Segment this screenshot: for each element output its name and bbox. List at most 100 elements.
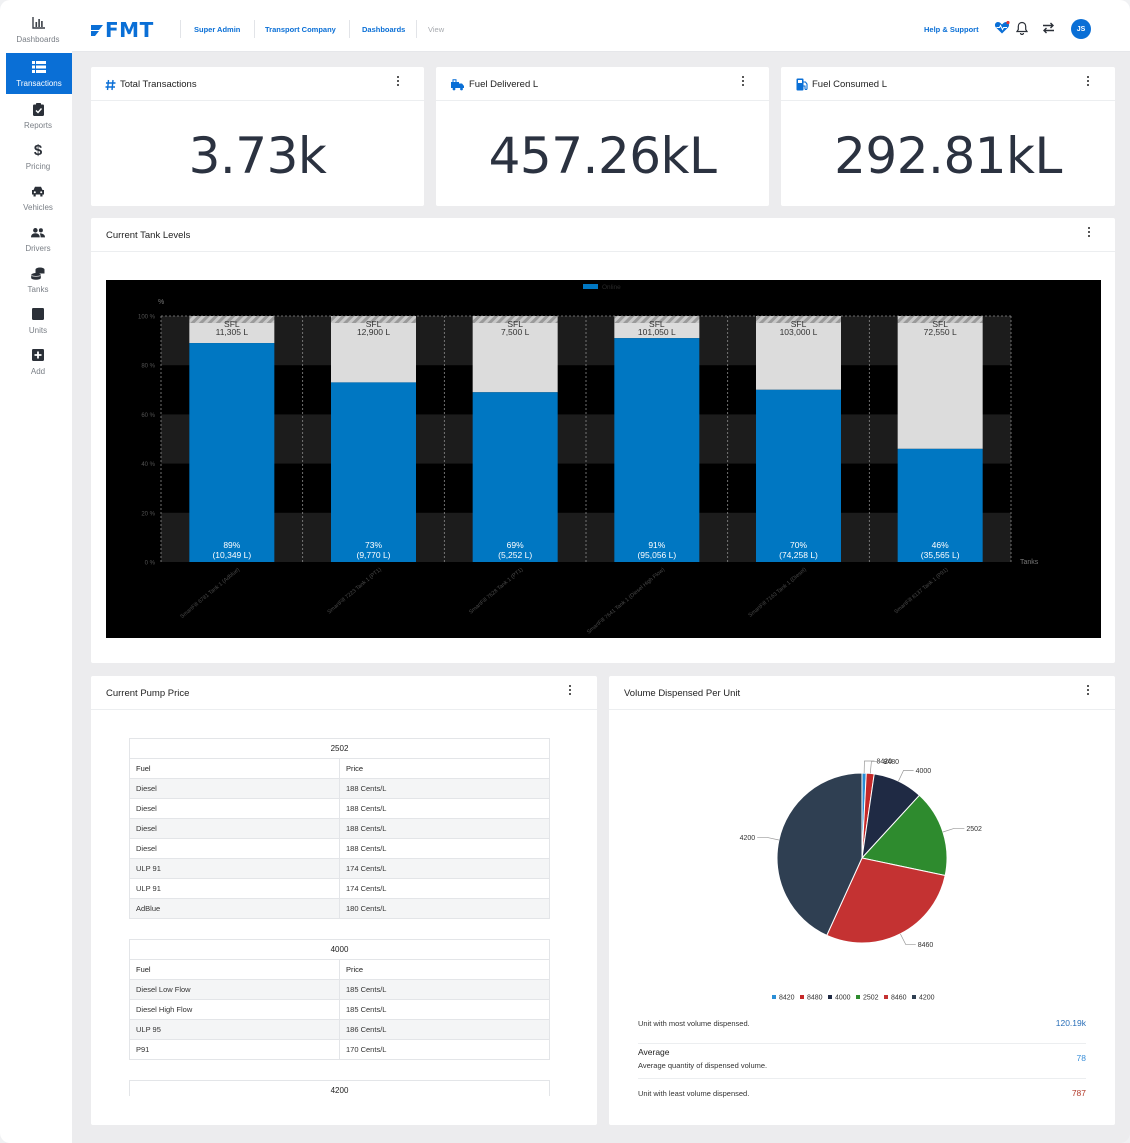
bar-chart-icon xyxy=(31,16,45,30)
pie-leader-line xyxy=(900,933,916,945)
sidebar-item-dashboards[interactable]: Dashboards xyxy=(4,14,72,54)
y-tick-label: 80 % xyxy=(141,364,155,370)
users-icon xyxy=(31,225,45,239)
tank-chart-svg: 0 %20 %40 %60 %80 %100 %%TanksOnlineSFL1… xyxy=(138,284,1039,636)
switch-arrows-icon[interactable] xyxy=(1042,21,1056,35)
tank-capacity-name: SFL xyxy=(932,319,948,329)
more-menu-icon[interactable] xyxy=(1085,75,1091,87)
sidebar-item-transactions[interactable]: Transactions xyxy=(6,53,72,94)
table-row: Diesel Low Flow 185 Cents/L xyxy=(129,979,550,1000)
legend-swatch xyxy=(912,995,916,999)
tank-empty-bar xyxy=(331,323,416,383)
heart-pulse-icon[interactable] xyxy=(994,20,1010,35)
breadcrumb-divider xyxy=(349,20,350,38)
price-table-4200: 4200 xyxy=(129,1080,550,1096)
logo-text: FMT xyxy=(105,18,154,42)
table-row: Diesel 188 Cents/L xyxy=(129,818,550,839)
tank-empty-bar xyxy=(897,323,983,449)
fuel-cell: Diesel High Flow xyxy=(129,999,340,1020)
pie-slice-label: 8460 xyxy=(918,942,934,949)
hash-icon xyxy=(105,78,117,91)
card-title: Volume Dispensed Per Unit xyxy=(624,688,741,699)
sidebar-item-label: Add xyxy=(30,367,46,376)
user-avatar[interactable]: JS xyxy=(1071,19,1091,39)
price-cell: 188 Cents/L xyxy=(339,778,550,799)
tank-capacity-label: 11,305 L xyxy=(216,327,249,337)
sidebar-item-reports[interactable]: Reports xyxy=(4,100,72,140)
more-menu-icon[interactable] xyxy=(1086,226,1092,238)
pie-leader-line xyxy=(869,761,882,774)
tank-capacity-hatch xyxy=(189,316,275,323)
card-header: Fuel Consumed L xyxy=(781,67,1115,101)
breadcrumb-divider xyxy=(180,20,181,38)
stat-label: Unit with least volume dispensed. xyxy=(638,1089,750,1098)
sidebar-item-label: Tanks xyxy=(27,285,49,294)
price-cell: 170 Cents/L xyxy=(339,1039,550,1060)
car-icon xyxy=(31,184,45,198)
card-title: Current Pump Price xyxy=(106,688,190,699)
sidebar-item-units[interactable]: Units xyxy=(4,305,72,345)
price-cell: 188 Cents/L xyxy=(339,818,550,839)
tank-capacity-label: 7,500 L xyxy=(501,327,530,337)
sidebar-item-label: Units xyxy=(28,326,48,335)
sidebar-item-vehicles[interactable]: Vehicles xyxy=(4,182,72,222)
breadcrumb-transport-company[interactable]: Transport Company xyxy=(265,25,336,34)
bell-icon[interactable] xyxy=(1015,21,1030,36)
tank-volume-label: (74,258 L) xyxy=(779,550,818,560)
more-menu-icon[interactable] xyxy=(567,684,573,696)
y-tick-label: 0 % xyxy=(145,561,156,567)
table-row: AdBlue 180 Cents/L xyxy=(129,898,550,919)
table-row: Diesel High Flow 185 Cents/L xyxy=(129,999,550,1020)
legend-swatch xyxy=(828,995,832,999)
tank-empty-bar xyxy=(756,323,841,390)
stat-label: Average xyxy=(638,1047,670,1057)
more-menu-icon[interactable] xyxy=(740,75,746,87)
breadcrumb-super-admin[interactable]: Super Admin xyxy=(194,25,241,34)
legend-swatch xyxy=(884,995,888,999)
sidebar-item-add[interactable]: Add xyxy=(4,346,72,386)
y-axis-label: % xyxy=(158,299,164,306)
volume-dispensed-card: Volume Dispensed Per Unit 8420 8480 4000 25… xyxy=(609,676,1115,1125)
pie-slice-label: 8420 xyxy=(876,759,892,766)
more-menu-icon[interactable] xyxy=(1085,684,1091,696)
x-tick-label: SmartFill 7628 Tank 1 (PT1) xyxy=(468,567,524,616)
tank-level-bar xyxy=(472,392,558,562)
kpi-value: 292.81kL xyxy=(834,127,1062,185)
more-menu-icon[interactable] xyxy=(395,75,401,87)
fmt-logo[interactable]: FMT xyxy=(90,18,154,42)
price-cell: 174 Cents/L xyxy=(339,878,550,899)
tank-level-bar xyxy=(331,382,416,562)
stat-sublabel: Average quantity of dispensed volume. xyxy=(638,1061,768,1070)
card-title: Total Transactions xyxy=(120,79,197,90)
pump-price-list[interactable]: 2502 Fuel Price Diesel 188 Cents/L Diesel 1… xyxy=(129,738,551,1096)
sidebar-item-tanks[interactable]: Tanks xyxy=(4,264,72,304)
table-row: Diesel 188 Cents/L xyxy=(129,798,550,819)
column-header-fuel: Fuel xyxy=(129,758,340,779)
tank-capacity-hatch xyxy=(331,316,416,323)
x-tick-label: SmartFill 7223 Tank 1 (PT1) xyxy=(327,567,383,616)
legend-swatch xyxy=(772,995,776,999)
stat-value: 120.19k xyxy=(1055,1018,1086,1028)
dollar-icon: $ xyxy=(33,141,43,159)
tank-capacity-name: SFL xyxy=(366,319,382,329)
tank-empty-bar xyxy=(614,323,700,339)
legend-label: Online xyxy=(602,284,621,291)
price-table-4000: 4000 Fuel Price Diesel Low Flow 185 Cents/… xyxy=(129,939,550,1060)
sidebar-item-drivers[interactable]: Drivers xyxy=(4,223,72,263)
breadcrumb-dashboards[interactable]: Dashboards xyxy=(362,25,406,34)
tank-capacity-hatch xyxy=(614,316,700,323)
fuel-cell: ULP 91 xyxy=(129,858,340,879)
column-header-fuel: Fuel xyxy=(129,959,340,980)
sidebar-item-label: Drivers xyxy=(25,244,51,253)
logo-mark-icon xyxy=(90,18,104,42)
tank-capacity-name: SFL xyxy=(507,319,523,329)
tank-percent-label: 73% xyxy=(365,540,382,550)
pie-slice xyxy=(826,857,946,944)
help-support-link[interactable]: Help & Support xyxy=(924,25,979,34)
fuel-cell: Diesel xyxy=(129,818,340,839)
column-header-price: Price xyxy=(339,959,550,980)
tank-level-bar xyxy=(614,338,700,562)
pump-price-card: Current Pump Price 2502 Fuel Price Diesel… xyxy=(91,676,597,1125)
sidebar-item-pricing[interactable]: $ Pricing xyxy=(4,141,72,181)
